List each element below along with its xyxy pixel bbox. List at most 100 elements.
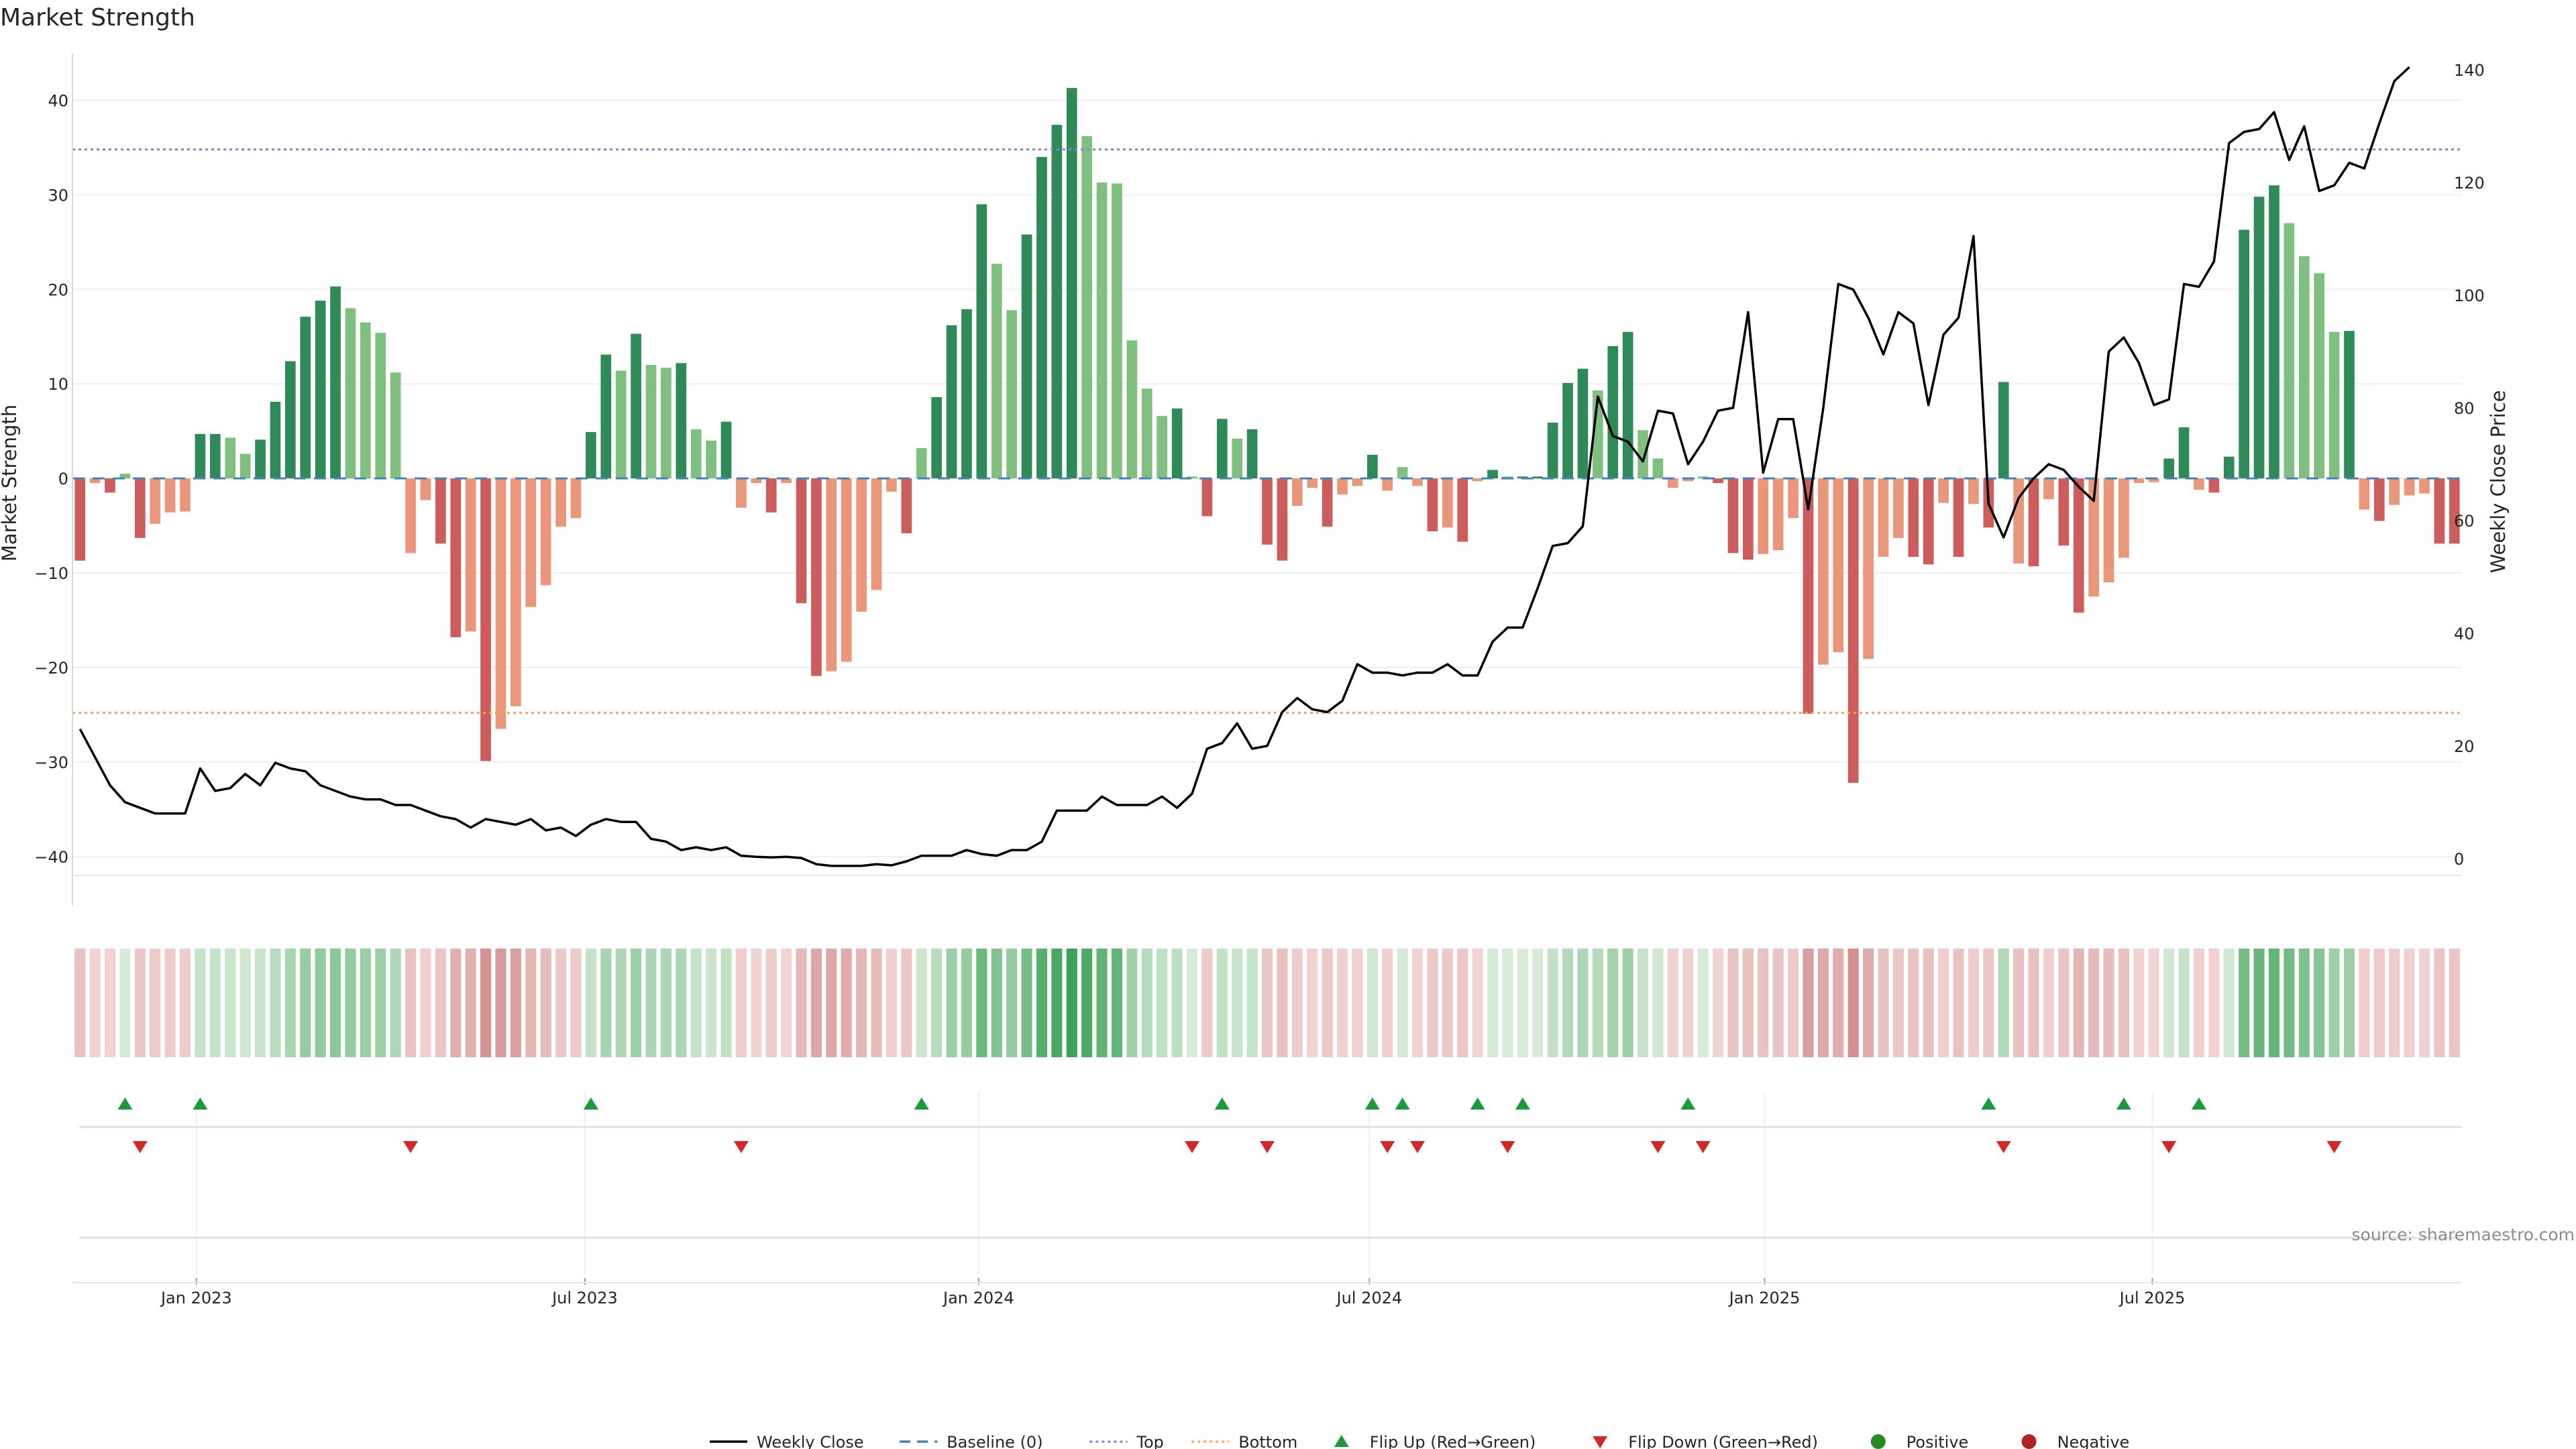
strength-bar — [811, 478, 822, 676]
heat-cell — [510, 949, 521, 1057]
strength-bar — [1262, 478, 1273, 545]
heat-cell — [856, 949, 867, 1057]
strength-bar — [1352, 478, 1363, 486]
strength-bar — [2449, 478, 2460, 544]
strength-bar — [1788, 478, 1799, 519]
heat-cell — [1833, 949, 1844, 1057]
x-tick-label: Jan 2025 — [1728, 1289, 1801, 1307]
heat-cell — [706, 949, 717, 1057]
strength-bar — [511, 478, 521, 706]
x-tick-label: Jul 2024 — [1336, 1289, 1403, 1307]
x-tick-label: Jul 2023 — [551, 1289, 618, 1307]
heat-cell — [901, 949, 912, 1057]
flip-up-marker — [2116, 1097, 2131, 1110]
heat-strip — [74, 949, 2460, 1057]
heat-cell — [781, 949, 792, 1057]
heat-cell — [1923, 949, 1934, 1057]
heat-cell — [1382, 949, 1393, 1057]
strength-bar — [465, 478, 476, 632]
strength-bar — [676, 363, 687, 479]
heat-cell — [465, 949, 476, 1057]
flip-down-marker — [1650, 1141, 1666, 1153]
strength-bar — [1652, 458, 1664, 479]
heat-cell — [1111, 949, 1123, 1057]
bottom-panel — [72, 1236, 2462, 1283]
source-label: source: sharemaestro.com — [2352, 1225, 2575, 1244]
heat-cell — [1201, 949, 1213, 1057]
strength-bar — [2013, 478, 2024, 564]
strength-bar — [2028, 478, 2039, 567]
heat-cell — [1126, 949, 1138, 1057]
heat-cell — [2328, 949, 2340, 1057]
y2-tick-label: 20 — [2454, 737, 2475, 756]
heat-cell — [1442, 949, 1453, 1057]
x-tick-label: Jul 2025 — [2118, 1289, 2186, 1307]
y2-tick-label: 120 — [2454, 174, 2485, 193]
strength-bar — [2253, 197, 2265, 479]
heat-cell — [2314, 949, 2325, 1057]
y2-tick-label: 80 — [2454, 399, 2475, 418]
y-tick-label: −40 — [34, 848, 68, 867]
strength-bar — [991, 264, 1002, 479]
heat-cell — [991, 949, 1002, 1057]
strength-bar — [2419, 478, 2430, 494]
flip-up-marker — [2191, 1097, 2206, 1110]
flip-down-marker — [1380, 1141, 1395, 1153]
strength-bar — [1066, 88, 1077, 479]
strength-bar — [1833, 478, 1844, 653]
heat-cell — [540, 949, 551, 1057]
strength-bar — [2359, 478, 2370, 510]
strength-bar — [1036, 157, 1047, 479]
y2-tick-label: 100 — [2454, 286, 2485, 305]
heat-cell — [1742, 949, 1754, 1057]
flip-down-marker — [403, 1141, 419, 1153]
y2-tick-label: 0 — [2454, 850, 2464, 869]
heat-cell — [1006, 949, 1018, 1057]
strength-bar — [1412, 478, 1423, 486]
heat-cell — [1938, 949, 1949, 1057]
heat-cell — [885, 949, 898, 1057]
heat-cell — [74, 949, 86, 1057]
heat-cell — [2118, 949, 2130, 1057]
heat-cell — [2359, 949, 2370, 1057]
strength-bar — [1908, 478, 1919, 557]
heat-cell — [1577, 949, 1589, 1057]
strength-bar — [105, 478, 115, 493]
legend-item: Top — [1089, 1433, 1164, 1449]
heat-cell — [676, 949, 687, 1057]
strength-bar — [1953, 478, 1964, 557]
heat-cell — [1562, 949, 1574, 1057]
y-tick-label: −10 — [34, 564, 68, 583]
heat-cell — [2013, 949, 2025, 1057]
legend-item: Flip Down (Green→Red) — [1593, 1433, 1818, 1449]
heat-cell — [1607, 949, 1619, 1057]
strength-bar — [2434, 478, 2445, 544]
strength-bar — [1532, 476, 1544, 479]
flip-up-marker — [1395, 1097, 1410, 1110]
strength-bar — [1758, 478, 1769, 554]
heat-cell — [751, 949, 762, 1057]
strength-bar — [765, 478, 777, 513]
y-tick-label: −30 — [34, 753, 68, 772]
heat-cell — [315, 949, 326, 1057]
heat-cell — [270, 949, 281, 1057]
strength-bar — [1682, 478, 1694, 482]
heat-cell — [690, 949, 702, 1057]
heat-cell — [976, 949, 987, 1057]
heat-cell — [1517, 949, 1528, 1057]
strength-bar — [2058, 478, 2070, 546]
y-tick-label: −20 — [34, 659, 68, 678]
strength-bar — [961, 309, 972, 479]
flip-down-marker — [1260, 1141, 1275, 1153]
strength-bar — [856, 478, 867, 612]
legend-item: Flip Up (Red→Green) — [1334, 1433, 1536, 1449]
strength-bar — [1246, 429, 1258, 479]
strength-bar — [1622, 331, 1633, 479]
heat-cell — [390, 949, 401, 1057]
heat-cell — [2088, 949, 2100, 1057]
strength-bar — [886, 478, 897, 492]
legend-swatch-dot — [2021, 1434, 2037, 1449]
flip-down-marker — [1500, 1141, 1515, 1153]
heat-cell — [239, 949, 251, 1057]
strength-bar — [420, 478, 431, 500]
